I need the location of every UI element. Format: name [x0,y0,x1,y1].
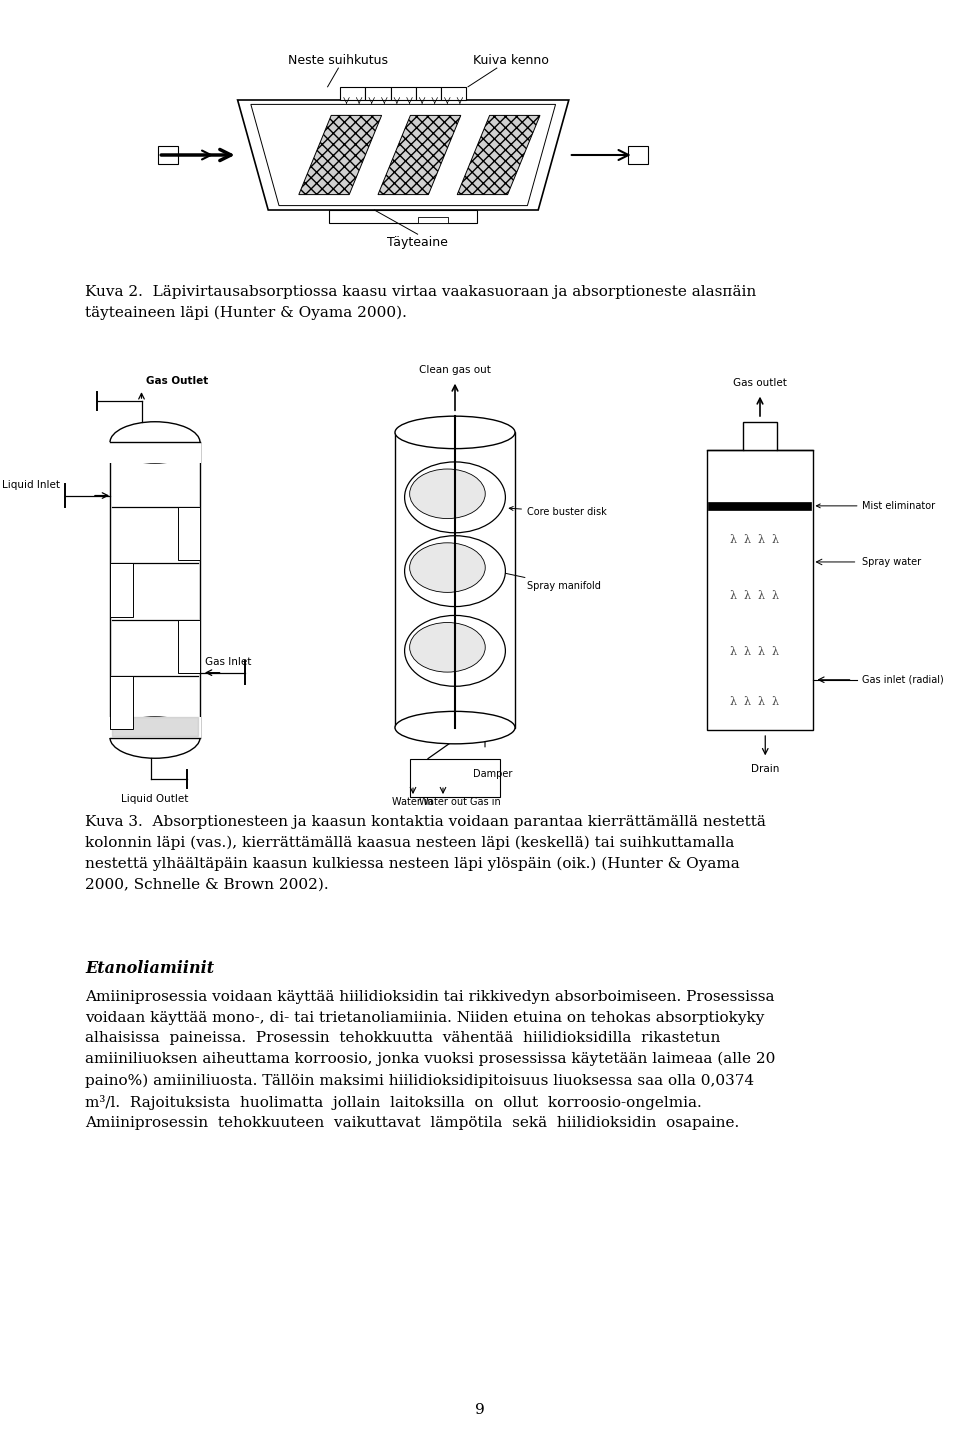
Bar [410,759,500,796]
Bar [708,501,811,510]
Text: Kuva 2.  Läpivirtausabsorptiossa kaasu virtaa vaakasuoraan ja absorptioneste ala: Kuva 2. Läpivirtausabsorptiossa kaasu vi… [85,285,756,320]
Ellipse shape [410,623,485,672]
Polygon shape [457,116,540,194]
Text: Damper: Damper [473,769,513,779]
Bar [178,507,200,560]
Text: Water in: Water in [393,796,434,807]
Text: Gas Inlet: Gas Inlet [205,657,252,666]
Bar [110,443,200,737]
Bar [329,210,477,223]
Bar [418,217,447,223]
Bar [743,421,777,450]
Text: Kuva 3.  Absorptionesteen ja kaasun kontaktia voidaan parantaa kierrättämällä ne: Kuva 3. Absorptionesteen ja kaasun konta… [85,815,766,892]
Text: Kuiva kenno: Kuiva kenno [473,54,549,67]
Bar [391,87,416,100]
Text: Liquid Inlet: Liquid Inlet [2,479,60,489]
Text: Core buster disk: Core buster disk [509,507,607,517]
Bar [109,443,201,463]
Bar [110,563,132,617]
Bar [340,87,366,100]
Text: Clean gas out: Clean gas out [420,365,491,375]
Bar [110,676,132,728]
Bar [158,146,179,164]
Text: Spray manifold: Spray manifold [499,571,601,591]
Ellipse shape [410,543,485,592]
Text: Gas inlet (radial): Gas inlet (radial) [862,675,945,685]
Text: Water out: Water out [419,796,467,807]
Text: λ  λ  λ  λ: λ λ λ λ [731,647,780,657]
Ellipse shape [410,469,485,518]
Ellipse shape [404,615,505,686]
Ellipse shape [110,717,200,759]
Polygon shape [299,116,382,194]
Text: Etanoliamiinit: Etanoliamiinit [85,960,214,977]
Bar [628,146,648,164]
Ellipse shape [404,462,505,533]
Text: Liquid Outlet: Liquid Outlet [121,794,189,804]
Text: λ  λ  λ  λ: λ λ λ λ [731,591,780,601]
Text: Spray water: Spray water [862,557,922,568]
Bar [178,620,200,673]
Polygon shape [378,116,461,194]
Text: Gas Outlet: Gas Outlet [146,376,208,387]
Text: Amiiniprosessia voidaan käyttää hiilidioksidin tai rikkivedyn absorboimiseen. Pr: Amiiniprosessia voidaan käyttää hiilidio… [85,990,776,1131]
Text: Täyteaine: Täyteaine [387,236,448,249]
Text: λ  λ  λ  λ: λ λ λ λ [731,696,780,707]
Ellipse shape [395,711,515,744]
Text: Drain: Drain [751,765,780,773]
Text: λ  λ  λ  λ: λ λ λ λ [731,534,780,544]
Text: Gas outlet: Gas outlet [733,378,787,388]
Ellipse shape [404,536,505,607]
Ellipse shape [395,416,515,449]
Bar [109,717,201,737]
Text: Neste suihkutus: Neste suihkutus [288,54,389,67]
Bar [441,87,467,100]
Text: 9: 9 [475,1403,485,1418]
Text: Gas in: Gas in [469,796,500,807]
Ellipse shape [110,421,200,463]
Bar [395,433,515,727]
Bar [366,87,391,100]
Text: Mist eliminator: Mist eliminator [816,501,936,511]
Bar [416,87,441,100]
Bar [708,450,812,730]
